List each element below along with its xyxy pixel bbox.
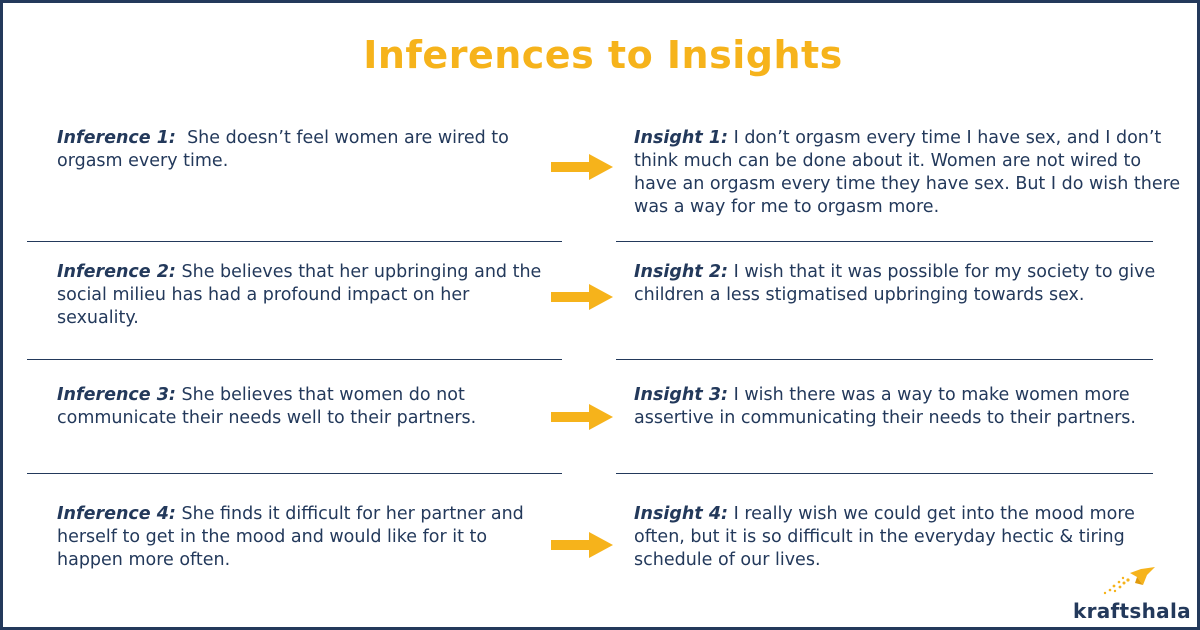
insight-1-label: Insight 1: <box>634 128 729 148</box>
insight-3-text: I wish there was a way to make women mor… <box>634 385 1136 428</box>
row-divider <box>616 241 1153 242</box>
inference-3-text: She believes that women do not communica… <box>57 385 477 428</box>
inference-1: Inference 1: She doesn’t feel women are … <box>57 127 547 173</box>
row-divider <box>616 359 1153 360</box>
insight-2-label: Insight 2: <box>634 262 729 282</box>
insight-4-label: Insight 4: <box>634 504 729 524</box>
kraftshala-logo: kraftshala <box>1073 599 1191 623</box>
row-divider <box>27 241 562 242</box>
inference-4: Inference 4: She finds it difficult for … <box>57 503 547 572</box>
insight-2: Insight 2: I wish that it was possible f… <box>634 261 1182 307</box>
right-arrow-icon <box>551 532 613 558</box>
insight-2-text: I wish that it was possible for my socie… <box>634 262 1156 305</box>
inference-1-label: Inference 1: <box>57 128 176 148</box>
inference-3-label: Inference 3: <box>57 385 176 405</box>
row-divider <box>616 473 1153 474</box>
right-arrow-icon <box>551 154 613 180</box>
inference-4-label: Inference 4: <box>57 504 176 524</box>
right-arrow-icon <box>551 284 613 310</box>
inference-1-text: She doesn’t feel women are wired to orga… <box>57 128 509 171</box>
row-divider <box>27 473 562 474</box>
slide-title: Inferences to Insights <box>363 33 843 77</box>
insight-3: Insight 3: I wish there was a way to mak… <box>634 384 1182 430</box>
insight-1-text: I don’t orgasm every time I have sex, an… <box>634 128 1181 217</box>
insight-3-label: Insight 3: <box>634 385 729 405</box>
right-arrow-icon <box>551 404 613 430</box>
row-divider <box>27 359 562 360</box>
inference-2: Inference 2: She believes that her upbri… <box>57 261 547 330</box>
bird-icon <box>1103 567 1155 595</box>
inference-2-label: Inference 2: <box>57 262 176 282</box>
inference-4-text: She finds it difficult for her partner a… <box>57 504 524 570</box>
insight-1: Insight 1: I don’t orgasm every time I h… <box>634 127 1182 219</box>
insight-4-text: I really wish we could get into the mood… <box>634 504 1135 570</box>
inference-2-text: She believes that her upbringing and the… <box>57 262 542 328</box>
inference-3: Inference 3: She believes that women do … <box>57 384 547 430</box>
insight-4: Insight 4: I really wish we could get in… <box>634 503 1182 572</box>
